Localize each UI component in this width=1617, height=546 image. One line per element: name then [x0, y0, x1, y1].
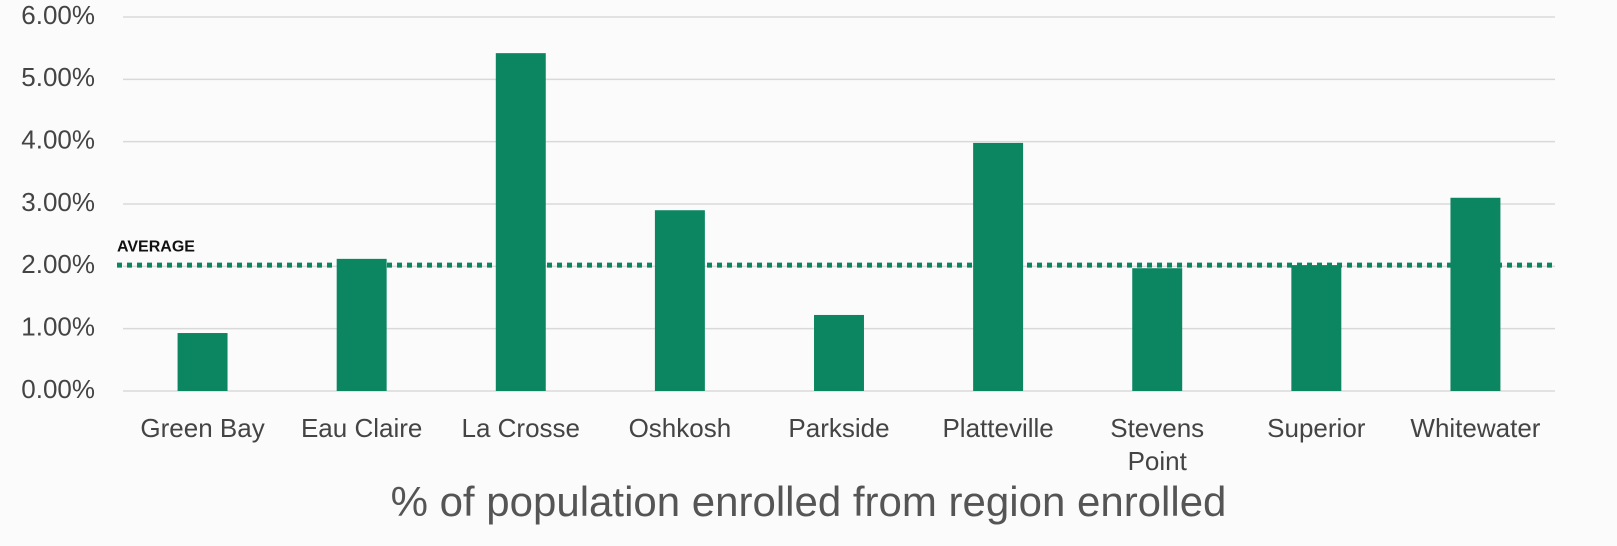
bar: [814, 314, 864, 391]
x-tick-label: Stevens Point: [1110, 413, 1205, 476]
y-tick-label: 3.00%: [21, 187, 95, 217]
y-tick-label: 4.00%: [21, 125, 95, 155]
x-tick-label: Green Bay: [140, 413, 265, 443]
average-label: AVERAGE: [117, 238, 195, 255]
x-tick-label: Platteville: [942, 413, 1054, 443]
y-tick-label: 0.00%: [21, 374, 95, 404]
bar: [1291, 265, 1342, 391]
x-tick-label: La Crosse: [461, 413, 581, 443]
x-tick-label: Oshkosh: [628, 413, 732, 443]
bar: [177, 333, 228, 391]
x-tick-label: Parkside: [788, 413, 890, 443]
y-tick-label: 2.00%: [21, 249, 95, 279]
x-axis-title: % of population enrolled from region enr…: [390, 478, 1227, 525]
y-tick-label: 5.00%: [21, 62, 95, 92]
x-tick-label: Superior: [1267, 413, 1366, 443]
x-tick-label: Whitewater: [1410, 413, 1541, 443]
y-tick-label: 6.00%: [21, 0, 95, 30]
bar: [1450, 197, 1501, 391]
bar: [336, 258, 387, 391]
y-tick-label: 1.00%: [21, 312, 95, 342]
bar: [654, 210, 705, 391]
bar: [1132, 268, 1183, 391]
x-tick-label: Eau Claire: [300, 413, 423, 443]
bar: [495, 53, 546, 392]
